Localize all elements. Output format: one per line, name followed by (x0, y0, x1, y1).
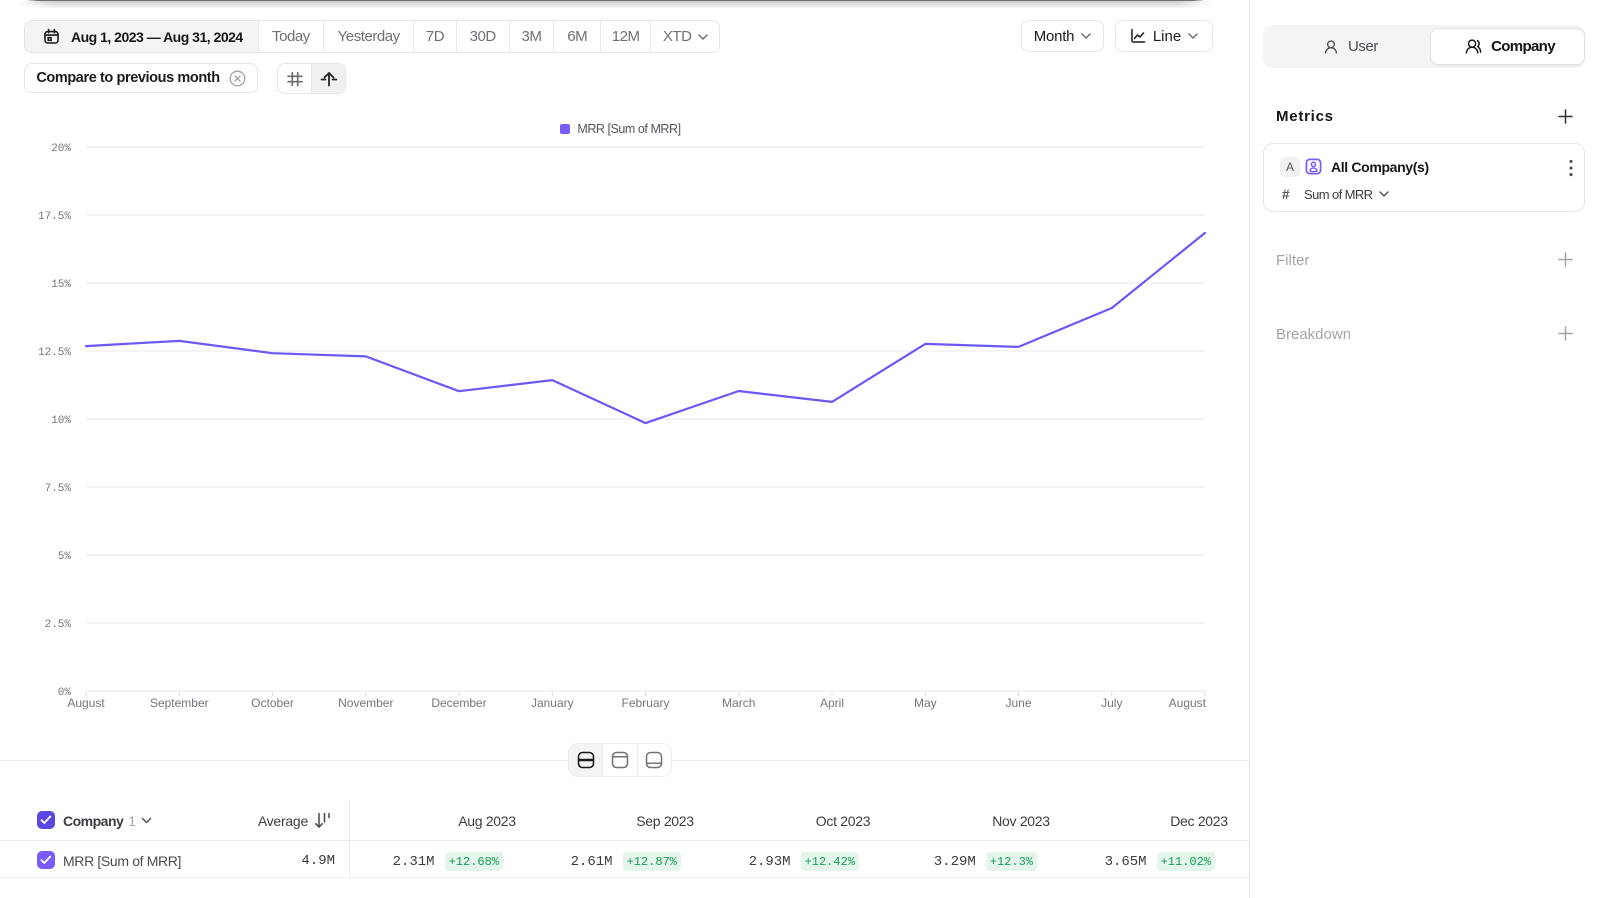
svg-text:0%: 0% (58, 687, 72, 699)
svg-text:August: August (1169, 696, 1207, 710)
svg-text:October: October (251, 696, 294, 710)
svg-text:April: April (820, 696, 844, 710)
svg-text:7.5%: 7.5% (45, 483, 72, 495)
svg-text:June: June (1005, 696, 1031, 710)
svg-text:February: February (621, 696, 669, 710)
svg-text:2.5%: 2.5% (45, 619, 72, 631)
svg-text:12.5%: 12.5% (38, 347, 71, 359)
svg-text:17.5%: 17.5% (38, 211, 71, 223)
svg-text:January: January (531, 696, 574, 710)
svg-text:5%: 5% (58, 551, 72, 563)
svg-text:September: September (150, 696, 209, 710)
svg-text:November: November (338, 696, 393, 710)
svg-text:December: December (431, 696, 486, 710)
svg-text:15%: 15% (51, 279, 71, 291)
svg-text:July: July (1101, 696, 1122, 710)
svg-text:August: August (67, 696, 105, 710)
svg-text:May: May (914, 696, 937, 710)
svg-text:10%: 10% (51, 415, 71, 427)
svg-text:20%: 20% (51, 143, 71, 155)
svg-text:March: March (722, 696, 755, 710)
